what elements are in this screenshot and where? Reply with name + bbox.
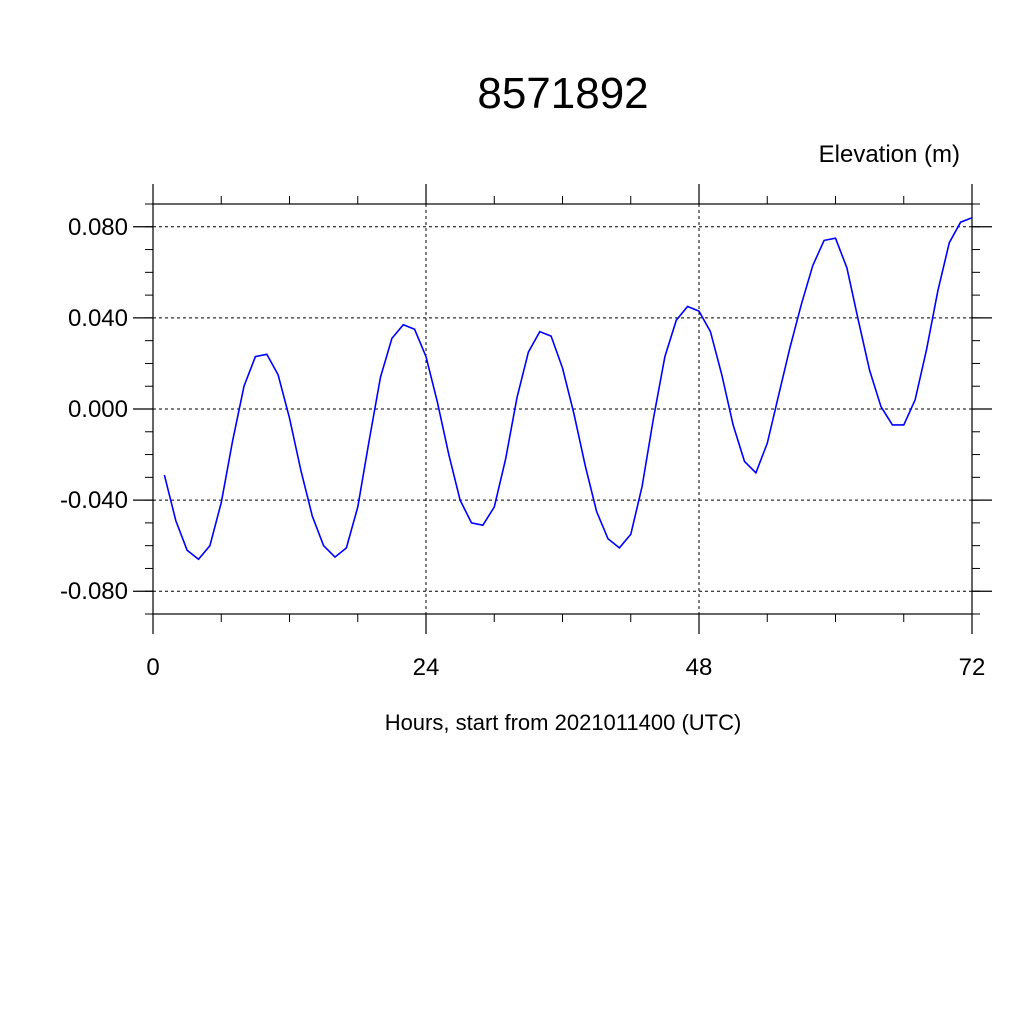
x-tick-labels: 0 24 48 72 xyxy=(146,654,985,681)
x-axis-label: Hours, start from 2021011400 (UTC) xyxy=(385,710,742,735)
y-tick-label: -0.040 xyxy=(60,487,128,514)
elevation-series-line xyxy=(163,216,973,561)
y-tick-label: -0.080 xyxy=(60,578,128,605)
major-ticks xyxy=(133,184,992,634)
y-tick-label: 0.040 xyxy=(68,305,128,332)
plot-frame xyxy=(152,203,973,615)
x-tick-label: 48 xyxy=(686,654,713,681)
y-tick-labels: 0.080 0.040 0.000 -0.040 -0.080 xyxy=(60,214,128,605)
grid-lines xyxy=(153,204,972,614)
y-tick-label: 0.000 xyxy=(68,396,128,423)
y-tick-label: 0.080 xyxy=(68,214,128,241)
plot-border xyxy=(152,203,973,615)
y-axis-units-label: Elevation (m) xyxy=(819,141,960,168)
x-tick-label: 72 xyxy=(959,654,986,681)
chart-title: 8571892 xyxy=(477,69,648,118)
x-tick-label: 0 xyxy=(146,654,159,681)
x-tick-label: 24 xyxy=(413,654,440,681)
